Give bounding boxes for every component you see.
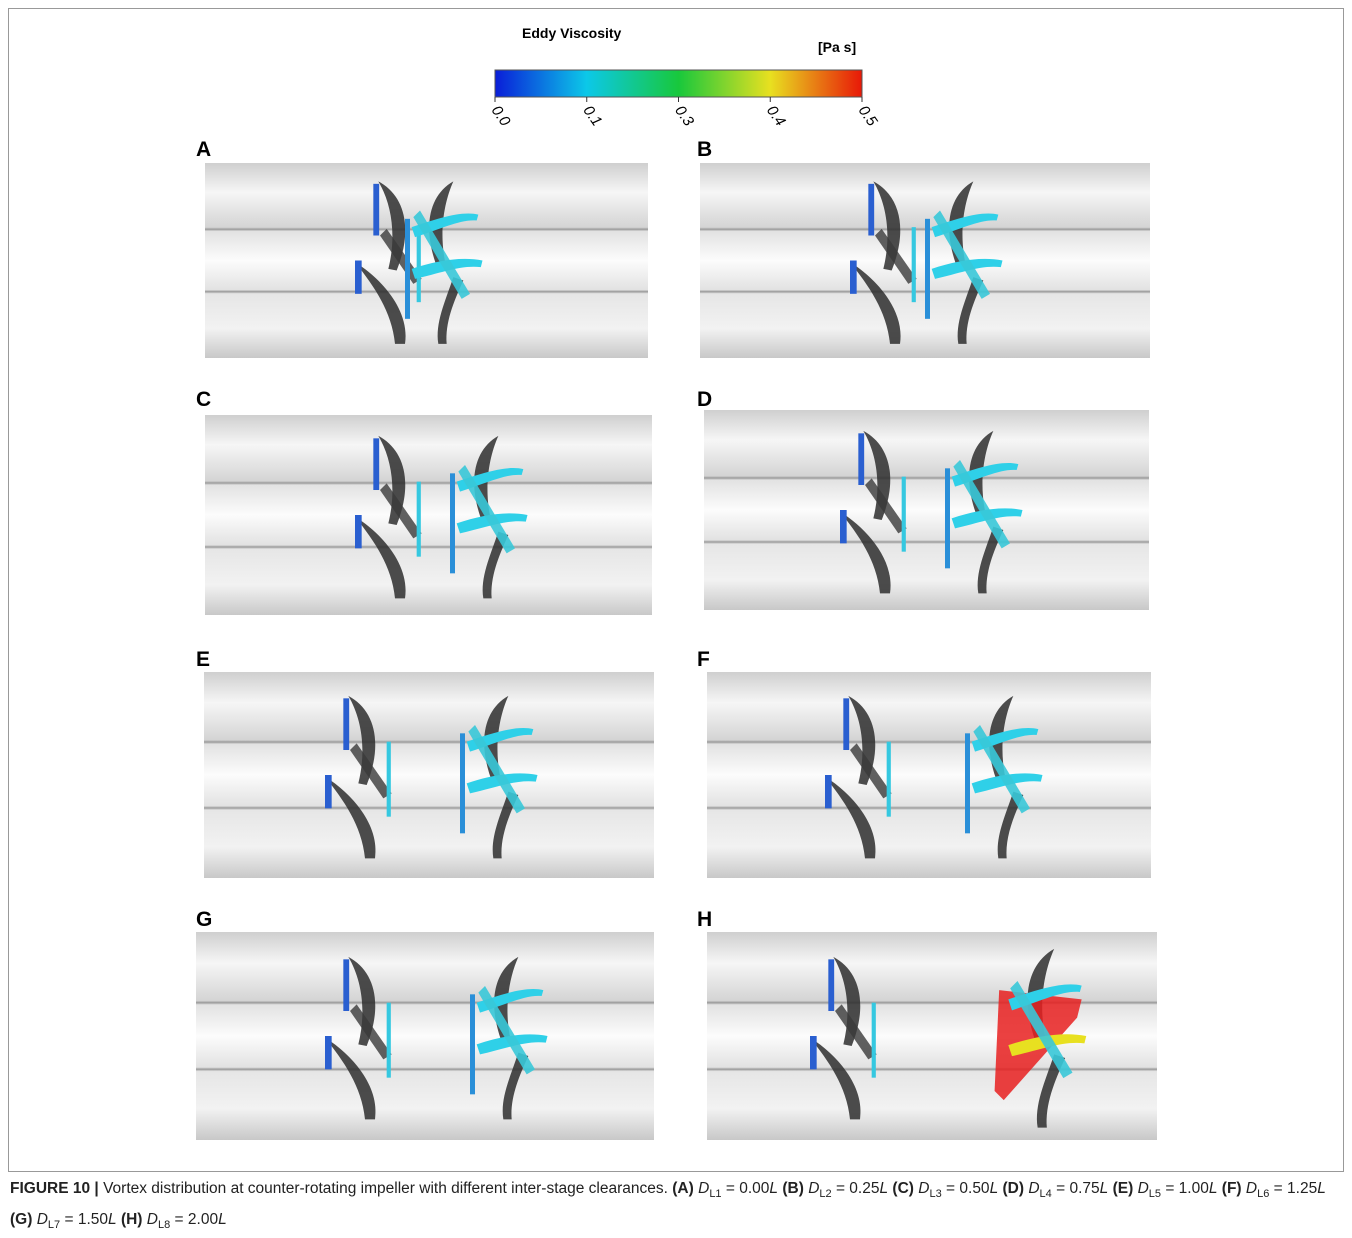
caption-symbol: D bbox=[698, 1180, 709, 1197]
panel: C bbox=[196, 388, 652, 615]
colorbar-tick-label: 0.4 bbox=[763, 103, 789, 130]
caption-subscript: L8 bbox=[158, 1219, 170, 1231]
colorbar-tick-label: 0.1 bbox=[579, 103, 605, 130]
caption-symbol: D bbox=[1246, 1180, 1257, 1197]
colorbar-tick-label: 0.0 bbox=[488, 103, 514, 130]
caption-subscript: L6 bbox=[1257, 1188, 1269, 1200]
caption-subscript: L5 bbox=[1149, 1188, 1161, 1200]
panel: H bbox=[697, 908, 1157, 1140]
caption-symbol: D bbox=[808, 1180, 819, 1197]
caption-unit: L bbox=[1317, 1180, 1326, 1197]
caption-value: = 0.75 bbox=[1056, 1180, 1100, 1197]
caption-text: Vortex distribution at counter-rotating … bbox=[103, 1180, 668, 1197]
caption-tag: (H) bbox=[121, 1211, 143, 1228]
colorbar-tick-label: 0.3 bbox=[671, 103, 697, 130]
caption-tag: (C) bbox=[892, 1180, 914, 1197]
colorbar-ticks: 0.0 0.1 0.3 0.4 0.5 bbox=[488, 97, 881, 130]
caption-unit: L bbox=[1209, 1180, 1218, 1197]
colorbar-unit: [Pa s] bbox=[818, 39, 856, 55]
panel-label: G bbox=[196, 908, 212, 931]
caption-unit: L bbox=[990, 1180, 999, 1197]
caption-tag: (D) bbox=[1003, 1180, 1025, 1197]
caption-label: FIGURE 10 | bbox=[10, 1180, 99, 1197]
caption-tag: (A) bbox=[672, 1180, 694, 1197]
caption-symbol: D bbox=[37, 1211, 48, 1228]
caption-value: = 0.25 bbox=[836, 1180, 880, 1197]
panel-label: E bbox=[196, 648, 210, 671]
caption-value: = 0.50 bbox=[946, 1180, 990, 1197]
caption-subscript: L1 bbox=[709, 1188, 721, 1200]
panel-label: B bbox=[697, 138, 712, 161]
panel: A bbox=[196, 138, 648, 358]
caption-unit: L bbox=[879, 1180, 888, 1197]
panel-label: A bbox=[196, 138, 211, 161]
panel: E bbox=[196, 648, 654, 878]
caption-value: = 0.00 bbox=[726, 1180, 770, 1197]
caption-value: = 1.25 bbox=[1274, 1180, 1318, 1197]
caption-symbol: D bbox=[1138, 1180, 1149, 1197]
page: Eddy Viscosity [Pa s] 0.00.10.30.40.5 A … bbox=[0, 0, 1352, 1230]
caption-subscript: L3 bbox=[929, 1188, 941, 1200]
caption-tag: (F) bbox=[1222, 1180, 1242, 1197]
panel: F bbox=[697, 648, 1151, 878]
panel: D bbox=[697, 388, 1149, 610]
caption-value: = 2.00 bbox=[175, 1211, 219, 1228]
colorbar-tick-label: 0.5 bbox=[855, 103, 881, 130]
colorbar-title: Eddy Viscosity bbox=[522, 25, 622, 41]
caption-subscript: L4 bbox=[1040, 1188, 1052, 1200]
caption-tag: (B) bbox=[782, 1180, 804, 1197]
caption-symbol: D bbox=[147, 1211, 158, 1228]
colorbar bbox=[495, 70, 862, 97]
caption-value: = 1.00 bbox=[1165, 1180, 1209, 1197]
caption-symbol: D bbox=[918, 1180, 929, 1197]
caption: FIGURE 10 | Vortex distribution at count… bbox=[10, 1176, 1330, 1238]
caption-tag: (G) bbox=[10, 1211, 32, 1228]
panel-label: H bbox=[697, 908, 712, 931]
panel: G bbox=[196, 908, 654, 1140]
caption-unit: L bbox=[218, 1211, 227, 1228]
caption-unit: L bbox=[769, 1180, 778, 1197]
caption-subscript: L2 bbox=[819, 1188, 831, 1200]
caption-value: = 1.50 bbox=[64, 1211, 108, 1228]
panel-label: C bbox=[196, 388, 211, 411]
caption-symbol: D bbox=[1028, 1180, 1039, 1197]
panel-label: D bbox=[697, 388, 712, 411]
caption-unit: L bbox=[108, 1211, 117, 1228]
panel-label: F bbox=[697, 648, 710, 671]
caption-subscript: L7 bbox=[48, 1219, 60, 1231]
caption-unit: L bbox=[1100, 1180, 1109, 1197]
panel: B bbox=[697, 138, 1150, 358]
caption-tag: (E) bbox=[1113, 1180, 1134, 1197]
